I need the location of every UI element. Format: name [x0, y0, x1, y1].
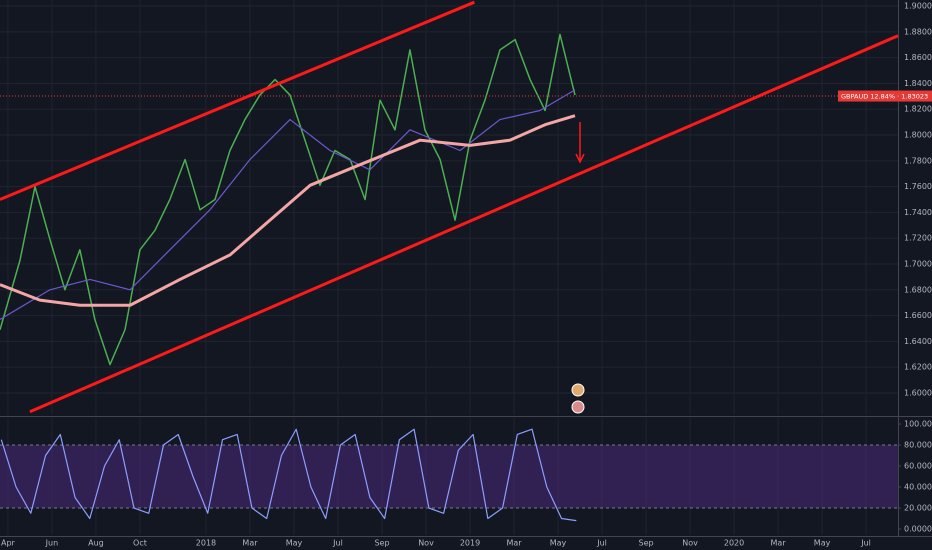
y-tick-label: 1.86000 [904, 53, 932, 62]
y-tick-label: 1.82000 [904, 105, 932, 114]
y-tick-label: 1.62000 [904, 363, 932, 372]
x-tick-label: Sep [639, 539, 654, 548]
x-tick-label: Apr [1, 539, 16, 548]
y-tick-label: 20.0000 [904, 504, 932, 513]
line-series [0, 114, 576, 307]
x-tick-label: May [286, 539, 303, 548]
y-tick-label: 1.88000 [904, 27, 932, 36]
x-tick-label: Jul [596, 539, 607, 548]
x-tick-label: 2018 [196, 539, 216, 548]
y-tick-label: 1.64000 [904, 337, 932, 346]
x-tick-label: Jul [860, 539, 871, 548]
x-tick-label: Mar [771, 539, 787, 548]
x-tick-label: Oct [133, 539, 147, 548]
x-tick-label: Mar [506, 539, 522, 548]
y-tick-label: 1.68000 [904, 285, 932, 294]
x-tick-label: Nov [418, 539, 434, 548]
price-label: GBPAUD 12.84% · 1.83023 [841, 93, 928, 101]
x-tick-label: Nov [682, 539, 698, 548]
y-tick-label: 1.70000 [904, 259, 932, 268]
y-tick-label: 60.0000 [904, 461, 932, 470]
y-tick-label: 1.66000 [904, 311, 932, 320]
price-label-box [838, 90, 932, 102]
x-tick-label: May [550, 539, 567, 548]
oscillator-band [0, 444, 898, 509]
line-series [0, 33, 576, 366]
channel-line [29, 34, 899, 414]
line-series [0, 89, 576, 320]
y-tick-label: 1.80000 [904, 131, 932, 140]
y-tick-label: 1.72000 [904, 234, 932, 243]
x-tick-label: 2020 [724, 539, 744, 548]
y-tick-label: 1.78000 [904, 156, 932, 165]
y-tick-label: 1.84000 [904, 79, 932, 88]
event-icons [571, 383, 585, 414]
line-series [0, 428, 577, 522]
y-tick-label: 1.60000 [904, 388, 932, 397]
y-tick-label: 0.0000 [904, 525, 932, 534]
y-tick-label: 1.74000 [904, 208, 932, 217]
channel-line [0, 0, 475, 201]
y-tick-label: 40.0000 [904, 483, 932, 492]
x-tick-label: Jul [332, 539, 343, 548]
y-tick-label: 80.0000 [904, 440, 932, 449]
x-tick-label: Mar [242, 539, 258, 548]
y-tick-label: 100.0000 [904, 419, 932, 428]
x-tick-label: 2019 [460, 539, 480, 548]
x-tick-label: Sep [374, 539, 389, 548]
x-tick-label: May [814, 539, 831, 548]
down-arrow [575, 122, 585, 164]
x-tick-label: Aug [88, 539, 104, 548]
x-tick-label: Jun [45, 539, 59, 548]
y-tick-label: 1.76000 [904, 182, 932, 191]
y-tick-label: 1.90000 [904, 2, 932, 11]
